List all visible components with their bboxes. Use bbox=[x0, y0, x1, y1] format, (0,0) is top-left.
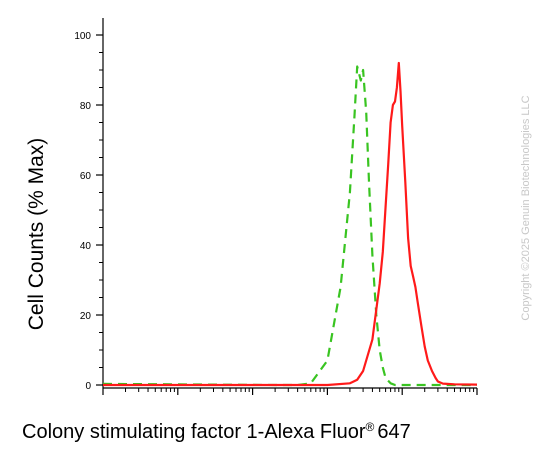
y-tick-label: 60 bbox=[80, 171, 92, 182]
x-axis-ticks bbox=[102, 388, 478, 395]
x-axis-title-suffix: 647 bbox=[377, 421, 410, 443]
y-axis-title: Cell Counts (% Max) bbox=[25, 138, 48, 331]
series-layer bbox=[102, 61, 478, 387]
x-axis-title: Colony stimulating factor 1-Alexa Fluor®… bbox=[22, 420, 411, 443]
y-tick-label: 40 bbox=[80, 241, 92, 252]
y-tick-label: 20 bbox=[80, 311, 92, 322]
y-tick-label: 80 bbox=[80, 101, 92, 112]
y-tick-label: 0 bbox=[85, 381, 91, 392]
x-axis-title-main: Colony stimulating factor 1-Alexa Fluor bbox=[22, 421, 366, 443]
copyright-watermark: Copyright ©2025 Genuin Biotechnologies L… bbox=[520, 95, 532, 320]
x-axis-title-registered-mark: ® bbox=[365, 420, 374, 434]
plot-axes bbox=[102, 18, 477, 389]
y-axis-ticks: 0 20 40 60 80 100 bbox=[74, 31, 103, 392]
y-tick-label: 100 bbox=[74, 31, 91, 42]
series-curve-1 bbox=[102, 65, 477, 387]
series-curve-2 bbox=[103, 61, 478, 387]
